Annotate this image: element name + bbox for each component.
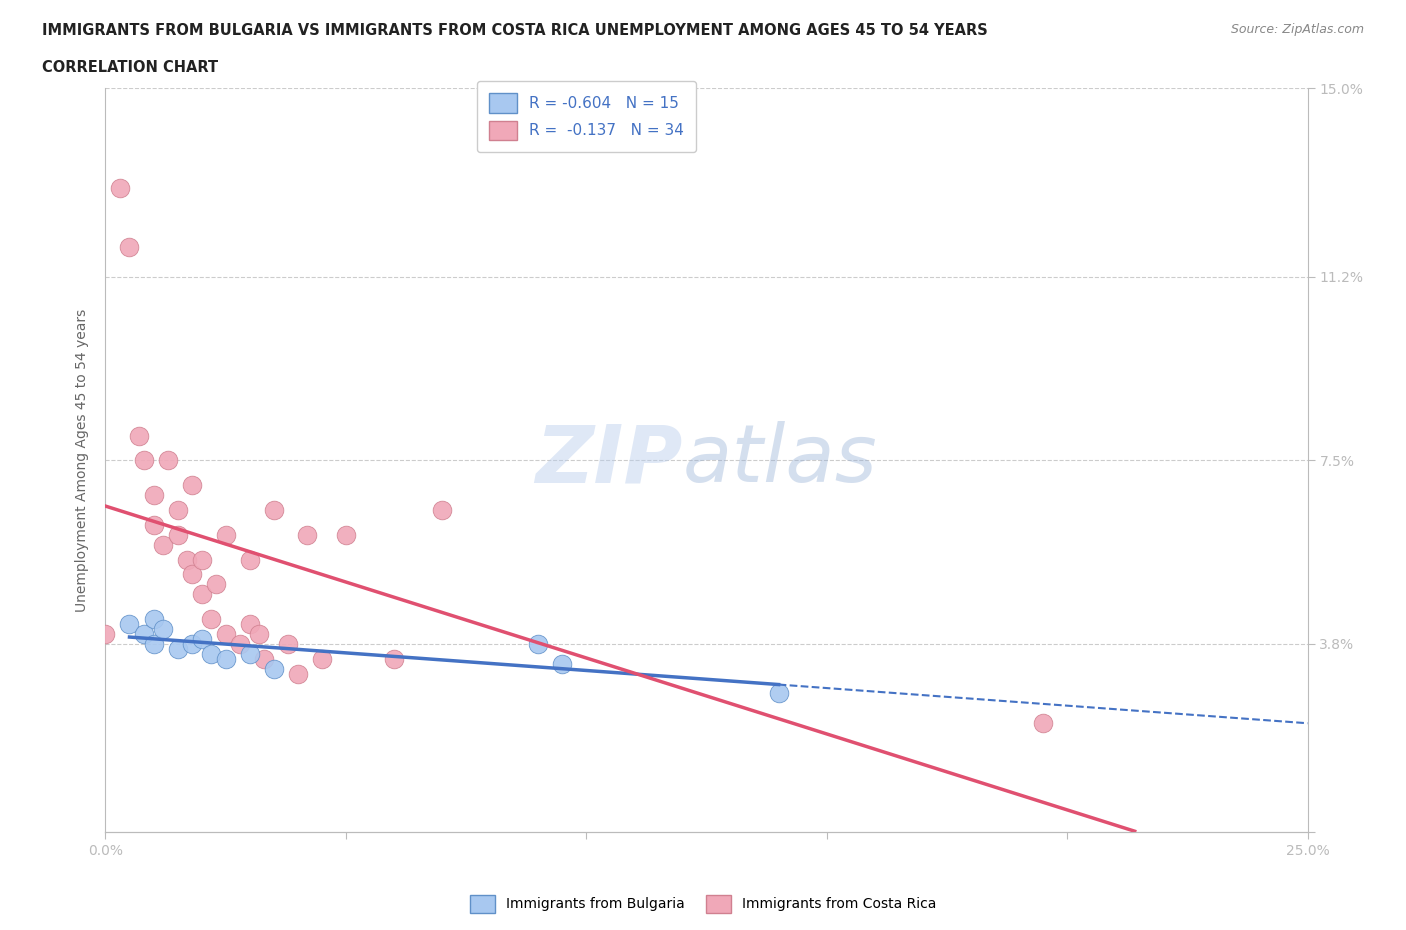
Point xyxy=(263,502,285,517)
Point xyxy=(142,612,165,627)
Point xyxy=(166,502,188,517)
Point xyxy=(239,552,262,567)
Point xyxy=(118,240,141,255)
Point xyxy=(142,487,165,502)
Point xyxy=(430,502,453,517)
Point xyxy=(156,453,179,468)
Text: CORRELATION CHART: CORRELATION CHART xyxy=(42,60,218,75)
Legend: R = -0.604   N = 15, R =  -0.137   N = 34: R = -0.604 N = 15, R = -0.137 N = 34 xyxy=(477,81,696,153)
Point xyxy=(297,527,319,542)
Point xyxy=(551,657,574,671)
Point xyxy=(132,627,155,642)
Point xyxy=(190,552,212,567)
Point xyxy=(335,527,357,542)
Point xyxy=(263,661,285,676)
Point xyxy=(200,612,222,627)
Point xyxy=(108,180,131,195)
Point xyxy=(205,577,228,591)
Point xyxy=(128,428,150,443)
Legend: Immigrants from Bulgaria, Immigrants from Costa Rica: Immigrants from Bulgaria, Immigrants fro… xyxy=(464,889,942,919)
Point xyxy=(1032,716,1054,731)
Point xyxy=(311,651,333,666)
Point xyxy=(239,646,262,661)
Text: ZIP: ZIP xyxy=(536,421,682,499)
Point xyxy=(287,666,309,681)
Point xyxy=(190,587,212,602)
Point xyxy=(190,631,212,646)
Point xyxy=(253,651,276,666)
Point xyxy=(181,636,204,651)
Point xyxy=(382,651,405,666)
Point xyxy=(181,478,204,493)
Text: IMMIGRANTS FROM BULGARIA VS IMMIGRANTS FROM COSTA RICA UNEMPLOYMENT AMONG AGES 4: IMMIGRANTS FROM BULGARIA VS IMMIGRANTS F… xyxy=(42,23,988,38)
Point xyxy=(176,552,198,567)
Y-axis label: Unemployment Among Ages 45 to 54 years: Unemployment Among Ages 45 to 54 years xyxy=(75,309,89,612)
Point xyxy=(214,527,236,542)
Point xyxy=(132,453,155,468)
Point xyxy=(229,636,252,651)
Point xyxy=(94,627,117,642)
Point xyxy=(142,517,165,532)
Point xyxy=(277,636,299,651)
Point xyxy=(166,642,188,657)
Point xyxy=(200,646,222,661)
Text: atlas: atlas xyxy=(682,421,877,499)
Point xyxy=(142,636,165,651)
Point xyxy=(527,636,550,651)
Point xyxy=(768,686,790,701)
Point xyxy=(247,627,270,642)
Point xyxy=(166,527,188,542)
Point xyxy=(214,627,236,642)
Point xyxy=(118,617,141,631)
Point xyxy=(152,621,174,636)
Point xyxy=(239,617,262,631)
Point xyxy=(152,538,174,552)
Point xyxy=(214,651,236,666)
Point xyxy=(181,567,204,582)
Text: Source: ZipAtlas.com: Source: ZipAtlas.com xyxy=(1230,23,1364,36)
